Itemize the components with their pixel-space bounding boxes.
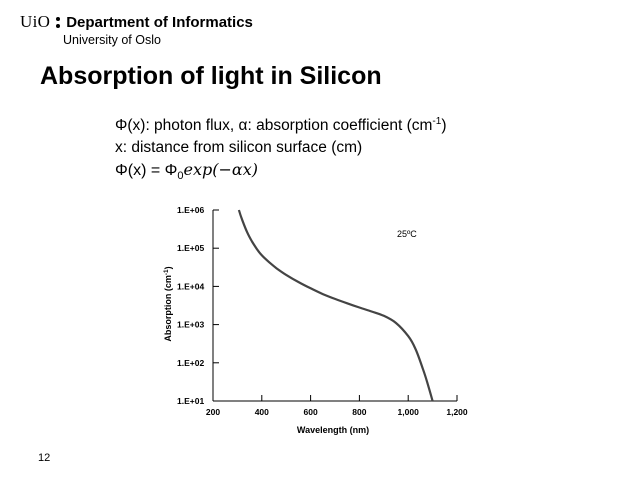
description-line-1: Φ(x): photon flux, α: absorption coeffic… (115, 116, 447, 135)
x-tick-label: 800 (352, 407, 366, 417)
logo: UiO Department of Informatics (20, 12, 253, 32)
x-axis-label: Wavelength (nm) (297, 425, 369, 435)
description: Φ(x): photon flux, α: absorption coeffic… (115, 111, 446, 159)
x-tick-label: 1,000 (398, 407, 420, 417)
x-tick-label: 200 (206, 407, 220, 417)
x-tick-label: 1,200 (446, 407, 468, 417)
y-tick-label: 1.E+06 (177, 205, 204, 215)
description-line-2: x: distance from silicon surface (cm) (115, 139, 363, 157)
chart-axes (212, 210, 457, 402)
y-ticks: 1.E+01 1.E+02 1.E+03 1.E+04 1.E+05 1.E+06 (177, 205, 219, 406)
y-tick-label: 1.E+02 (177, 358, 204, 368)
flux-formula: Φ(x) = Φ0exp(−αx) (115, 160, 258, 183)
y-axis-label: Absorption (cm-1) (163, 266, 174, 341)
logo-colon-icon (56, 16, 61, 28)
y-tick-label: 1.E+03 (177, 320, 204, 330)
page-number: 12 (38, 452, 51, 464)
header: UiO Department of Informatics University… (20, 12, 253, 47)
y-tick-label: 1.E+04 (177, 281, 204, 291)
uio-logo-text: UiO (20, 12, 51, 31)
absorption-curve (237, 209, 434, 402)
x-ticks: 200 400 600 800 1,000 1,200 (206, 395, 468, 417)
university-name: University of Oslo (63, 33, 161, 47)
x-tick-label: 400 (255, 407, 269, 417)
department-name: Department of Informatics (66, 13, 253, 31)
y-tick-label: 1.E+05 (177, 243, 204, 253)
temperature-annotation: 25ºC (397, 229, 417, 239)
x-tick-label: 600 (304, 407, 318, 417)
slide-title: Absorption of light in Silicon (40, 62, 382, 90)
y-tick-label: 1.E+01 (177, 396, 204, 406)
